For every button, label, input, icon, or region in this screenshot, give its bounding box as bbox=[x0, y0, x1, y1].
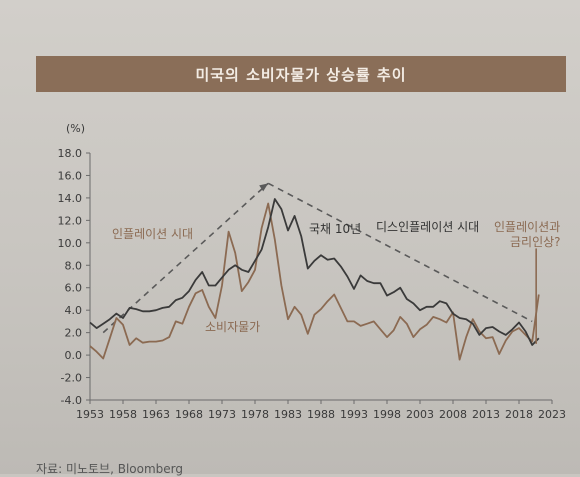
y-tick-label: 8.0 bbox=[65, 259, 83, 272]
x-tick-label: 1978 bbox=[241, 408, 269, 421]
y-tick-label: 2.0 bbox=[65, 327, 83, 340]
series-layer bbox=[89, 198, 540, 361]
series-label-treasury-10y: 국채 10년 bbox=[309, 222, 361, 236]
annotation-disinflation-era: 디스인플레이션 시대 bbox=[376, 220, 479, 234]
y-axis: (%) 18.0 16.0 14.0 12.0 10.0 8.0 6.0 4.0 2.0 0.0 -2… bbox=[58, 122, 91, 407]
x-tick-label: 1973 bbox=[208, 408, 236, 421]
trend-arrowhead bbox=[259, 183, 269, 192]
y-axis-unit-label: (%) bbox=[66, 122, 85, 135]
chart-title: 미국의 소비자물가 상승률 추이 bbox=[195, 65, 407, 84]
y-tick-label: 4.0 bbox=[65, 304, 83, 317]
x-tick-label: 1958 bbox=[109, 408, 137, 421]
x-tick-label: 1993 bbox=[340, 408, 368, 421]
y-tick-label: 12.0 bbox=[58, 214, 83, 227]
source-note: 자료: 미노토브, Bloomberg bbox=[36, 462, 184, 476]
y-tick-label: 14.0 bbox=[58, 192, 83, 205]
series-label-cpi: 소비자물가 bbox=[205, 320, 260, 334]
disinflation-trend-dashed-line bbox=[267, 182, 533, 323]
treasury-10y-line bbox=[89, 198, 540, 346]
x-tick-label: 2003 bbox=[406, 408, 434, 421]
x-tick-label: 2013 bbox=[472, 408, 500, 421]
x-tick-label: 2023 bbox=[538, 408, 566, 421]
x-tick-label: 1988 bbox=[307, 408, 335, 421]
x-tick-label: 1953 bbox=[76, 408, 104, 421]
x-tick-label: 2018 bbox=[505, 408, 533, 421]
y-tick-label: 16.0 bbox=[58, 169, 83, 182]
y-tick-label: 6.0 bbox=[65, 282, 83, 295]
x-tick-label: 1983 bbox=[274, 408, 302, 421]
x-tick-label: 1968 bbox=[175, 408, 203, 421]
annotation-inflation-rate-hike: 인플레이션과 금리인상? bbox=[494, 220, 561, 249]
x-tick-label: 2008 bbox=[439, 408, 467, 421]
y-tick-label: 18.0 bbox=[58, 147, 83, 160]
y-tick-label: 0.0 bbox=[65, 349, 83, 362]
y-tick-label: -4.0 bbox=[61, 394, 82, 407]
y-tick-label: -2.0 bbox=[61, 372, 82, 385]
x-axis: 1953 1958 1963 1968 1973 1978 1983 1988 1993 1998… bbox=[76, 399, 566, 421]
x-tick-label: 1998 bbox=[373, 408, 401, 421]
chart-title-bar: 미국의 소비자물가 상승률 추이 bbox=[36, 56, 566, 92]
cpi-line bbox=[89, 202, 540, 361]
y-tick-label: 10.0 bbox=[58, 237, 83, 250]
x-tick-label: 1963 bbox=[142, 408, 170, 421]
annotation-inflation-era: 인플레이션 시대 bbox=[112, 227, 193, 241]
